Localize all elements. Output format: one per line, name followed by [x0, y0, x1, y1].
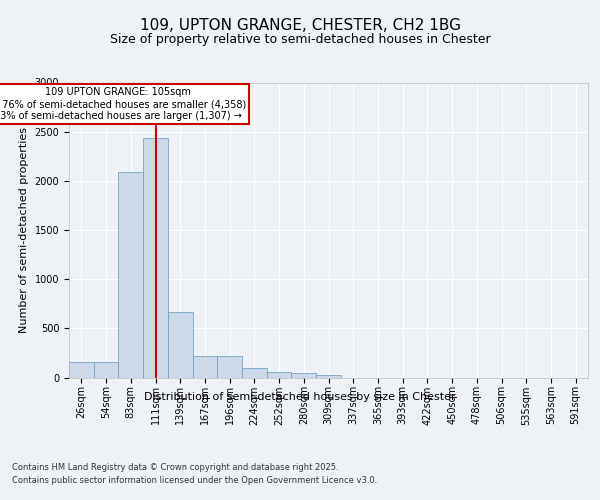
Bar — [316, 375, 341, 378]
Bar — [168, 312, 193, 378]
Text: 109 UPTON GRANGE: 105sqm
← 76% of semi-detached houses are smaller (4,358)
23% o: 109 UPTON GRANGE: 105sqm ← 76% of semi-d… — [0, 88, 246, 120]
Text: Size of property relative to semi-detached houses in Chester: Size of property relative to semi-detach… — [110, 32, 490, 46]
Bar — [267, 372, 292, 378]
Bar — [217, 356, 242, 378]
Bar — [69, 362, 94, 378]
Text: 109, UPTON GRANGE, CHESTER, CH2 1BG: 109, UPTON GRANGE, CHESTER, CH2 1BG — [139, 18, 461, 32]
Bar — [292, 372, 316, 378]
Y-axis label: Number of semi-detached properties: Number of semi-detached properties — [19, 127, 29, 333]
Bar — [242, 368, 267, 378]
Text: Contains HM Land Registry data © Crown copyright and database right 2025.: Contains HM Land Registry data © Crown c… — [12, 462, 338, 471]
Text: Contains public sector information licensed under the Open Government Licence v3: Contains public sector information licen… — [12, 476, 377, 485]
Text: Distribution of semi-detached houses by size in Chester: Distribution of semi-detached houses by … — [144, 392, 456, 402]
Bar — [143, 138, 168, 378]
Bar — [193, 356, 217, 378]
Bar — [118, 172, 143, 378]
Bar — [94, 362, 118, 378]
